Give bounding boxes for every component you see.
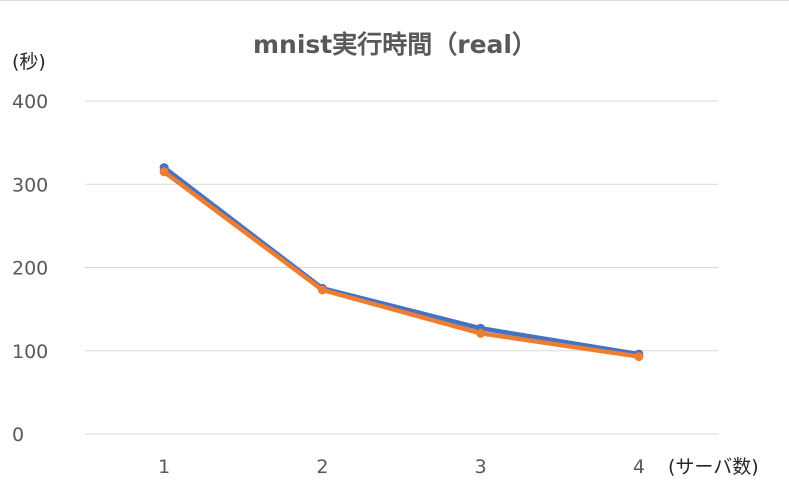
x-axis-unit-label: (サーバ数) bbox=[668, 456, 759, 478]
series-2-line bbox=[161, 169, 642, 359]
series-2-point-3 bbox=[476, 328, 486, 338]
chart-title: mnist実行時間（real） bbox=[253, 30, 537, 59]
series-2-point-2 bbox=[317, 285, 327, 295]
x-tick-label-4: 4 bbox=[633, 456, 645, 478]
y-tick-label-100: 100 bbox=[12, 341, 48, 363]
y-tick-label-0: 0 bbox=[12, 424, 24, 446]
y-tick-label-200: 200 bbox=[12, 258, 48, 280]
series-2-point-1 bbox=[159, 167, 169, 177]
y-axis-unit-label: (秒) bbox=[12, 51, 46, 73]
x-axis-ticks: 1 2 3 4 bbox=[158, 456, 645, 478]
gridlines bbox=[85, 100, 718, 435]
y-tick-label-300: 300 bbox=[12, 174, 48, 196]
series-2 bbox=[159, 167, 644, 362]
x-tick-label-2: 2 bbox=[316, 456, 328, 478]
series-1 bbox=[159, 163, 644, 359]
y-tick-label-400: 400 bbox=[12, 91, 48, 113]
x-tick-label-1: 1 bbox=[158, 456, 170, 478]
series-lines bbox=[159, 163, 644, 362]
x-tick-label-3: 3 bbox=[475, 456, 487, 478]
series-2-point-4 bbox=[634, 352, 644, 362]
y-axis-ticks: 0 100 200 300 400 bbox=[12, 91, 48, 446]
series-1-line bbox=[161, 165, 642, 357]
